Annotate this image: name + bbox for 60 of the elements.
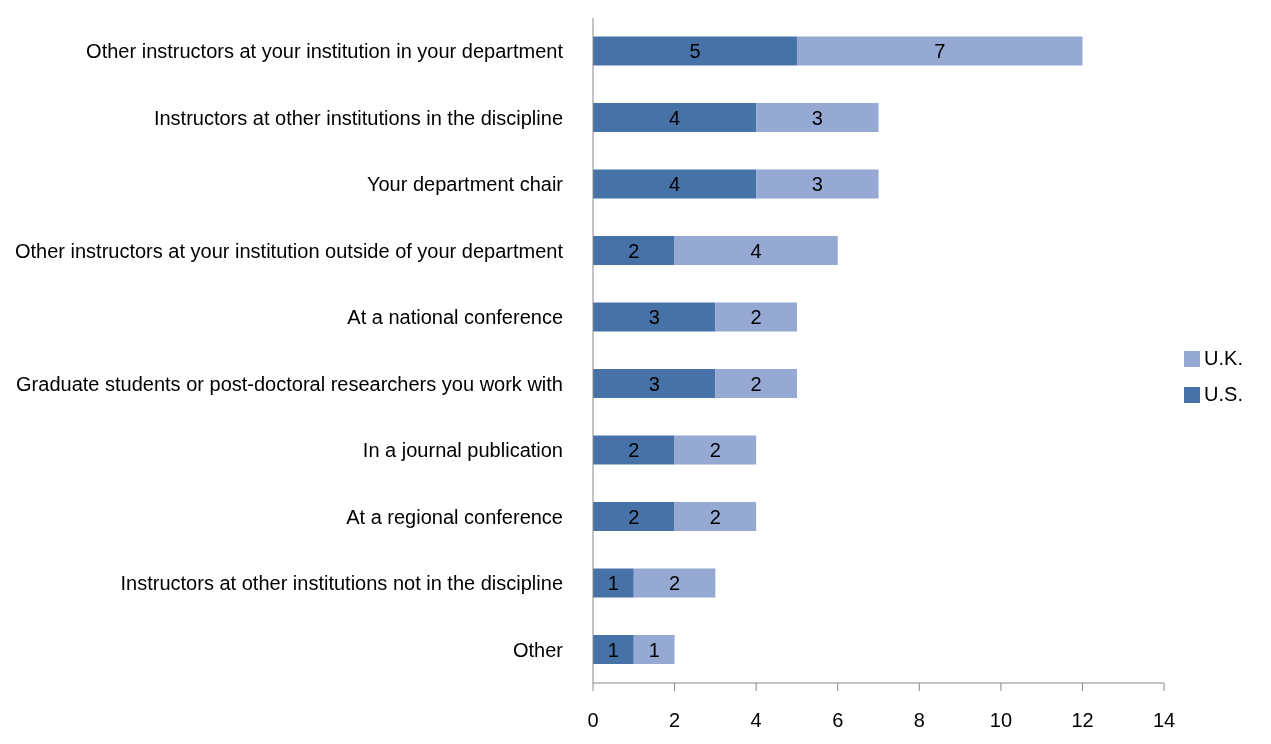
y-tick-label: In a journal publication xyxy=(362,439,563,462)
x-tick-label: 8 xyxy=(913,709,925,732)
data-label: 2 xyxy=(750,306,762,329)
y-tick-label: Instructors at other institutions not in the discipline xyxy=(120,572,563,595)
bar xyxy=(633,568,716,598)
y-tick-label: Other xyxy=(512,638,564,661)
x-tick-label: 4 xyxy=(750,709,762,732)
y-tick-label: Your department chair xyxy=(366,173,564,196)
bar xyxy=(593,435,675,465)
bar xyxy=(715,369,797,399)
y-tick-label: At a regional conference xyxy=(346,505,563,528)
y-tick-label: Other instructors at your institution in your department xyxy=(86,40,564,63)
x-tick-label: 2 xyxy=(669,709,681,732)
y-tick-label: Instructors at other institutions in the discipline xyxy=(153,106,563,129)
x-tick-label: 0 xyxy=(587,709,599,732)
data-label: 4 xyxy=(669,106,681,129)
bar xyxy=(593,236,675,266)
data-label: 1 xyxy=(607,638,619,661)
bar xyxy=(674,435,757,465)
bar xyxy=(633,635,675,665)
x-tick-label: 12 xyxy=(1071,709,1094,732)
data-label: 2 xyxy=(628,239,640,262)
bar xyxy=(674,236,838,266)
data-label: 3 xyxy=(648,306,660,329)
data-label: 1 xyxy=(607,572,619,595)
data-label: 2 xyxy=(750,372,762,395)
bar xyxy=(756,103,879,133)
bar xyxy=(593,302,716,332)
bar xyxy=(593,103,757,133)
x-tick-label: 14 xyxy=(1152,709,1176,732)
x-tick-label: 10 xyxy=(989,709,1013,732)
data-label: 2 xyxy=(628,505,640,528)
bar xyxy=(593,169,757,199)
x-tick-label: 6 xyxy=(832,709,844,732)
data-label: 1 xyxy=(648,638,660,661)
data-label: 4 xyxy=(669,173,681,196)
bar xyxy=(796,36,1083,66)
bar xyxy=(756,169,879,199)
bar xyxy=(593,36,797,66)
data-label: 2 xyxy=(669,572,681,595)
y-tick-label: Graduate students or post-doctoral researchers you work with xyxy=(16,372,563,395)
bar xyxy=(593,369,716,399)
data-label: 3 xyxy=(811,106,823,129)
bar xyxy=(593,635,634,665)
y-tick-label: At a national conference xyxy=(347,306,563,329)
bar xyxy=(715,302,797,332)
y-tick-label: Other instructors at your institution outside of your department xyxy=(14,239,564,262)
legend-label: U.K. xyxy=(1204,346,1243,369)
bar xyxy=(593,502,675,532)
data-label: 2 xyxy=(709,439,721,462)
data-label: 2 xyxy=(709,505,721,528)
data-label: 5 xyxy=(689,40,701,63)
data-label: 4 xyxy=(750,239,762,262)
legend-label: U.S. xyxy=(1204,382,1243,405)
data-label: 7 xyxy=(934,40,946,63)
data-label: 3 xyxy=(811,173,823,196)
bar xyxy=(674,502,757,532)
data-label: 2 xyxy=(628,439,640,462)
data-label: 3 xyxy=(648,372,660,395)
bar xyxy=(593,568,634,598)
